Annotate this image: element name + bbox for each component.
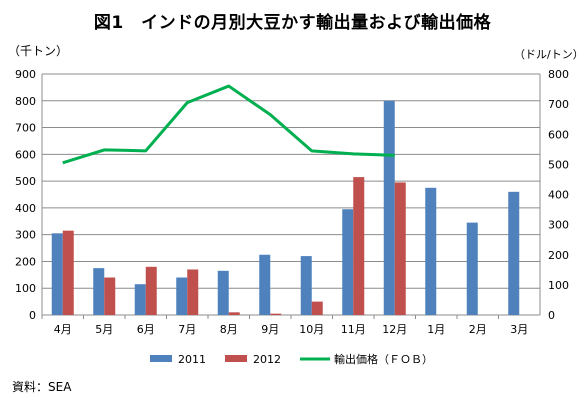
y-right-tick-label: 200 (548, 249, 569, 262)
x-tick-label: 5月 (95, 323, 113, 336)
bar-2011 (134, 284, 146, 315)
y-left-tick-label: 700 (15, 122, 36, 135)
bar-2012 (104, 277, 116, 315)
legend-label: 2012 (253, 353, 281, 366)
bar-2012 (228, 312, 240, 315)
legend-swatch (225, 355, 247, 362)
y-right-tick-label: 0 (548, 309, 555, 322)
x-tick-label: 2月 (469, 323, 487, 336)
bar-2011 (93, 268, 105, 315)
y-right-tick-label: 800 (548, 68, 569, 81)
bar-2012 (311, 301, 323, 315)
x-tick-label: 4月 (54, 323, 72, 336)
legend-label: 2011 (178, 353, 206, 366)
bar-2011 (259, 254, 271, 315)
x-tick-label: 11月 (341, 323, 366, 336)
x-tick-label: 9月 (261, 323, 279, 336)
bar-2011 (51, 233, 63, 315)
bar-2011 (383, 100, 395, 316)
bar-2011 (217, 270, 229, 315)
bar-2011 (425, 187, 437, 315)
x-tick-label: 7月 (178, 323, 196, 336)
left-axis-unit-label: （千トン） (8, 44, 69, 58)
legend-label: 輸出価格（ＦＯＢ） (334, 352, 433, 366)
bar-2011 (466, 222, 478, 315)
source-note: 資料：SEA (12, 380, 72, 394)
bar-2011 (342, 209, 354, 315)
x-tick-label: 6月 (137, 323, 155, 336)
chart-title: 図1 インドの月別大豆かす輸出量および輸出価格 (93, 13, 492, 33)
y-right-tick-label: 500 (548, 158, 569, 171)
y-right-tick-label: 400 (548, 189, 569, 202)
y-left-tick-label: 300 (15, 229, 36, 242)
bar-2012 (353, 177, 365, 315)
y-left-tick-label: 400 (15, 202, 36, 215)
x-tick-label: 8月 (220, 323, 238, 336)
x-tick-label: 10月 (299, 323, 324, 336)
y-left-tick-label: 800 (15, 95, 36, 108)
bar-2011 (508, 191, 520, 315)
x-tick-label: 3月 (510, 323, 528, 336)
y-left-tick-label: 0 (29, 309, 36, 322)
price-line (62, 84, 395, 165)
y-left-tick-label: 500 (15, 175, 36, 188)
x-tick-label: 12月 (382, 323, 407, 336)
bar-2012 (145, 266, 157, 315)
bar-2012 (62, 230, 74, 315)
bar-2012 (394, 182, 406, 315)
bar-2012 (187, 269, 199, 315)
y-left-tick-label: 100 (15, 282, 36, 295)
right-axis-unit-label: （ドル/トン） (514, 48, 584, 61)
y-right-tick-label: 700 (548, 98, 569, 111)
bar-2011 (300, 256, 312, 315)
bar-2012 (270, 313, 282, 315)
x-tick-label: 1月 (427, 323, 445, 336)
y-right-tick-label: 600 (548, 128, 569, 141)
y-left-tick-label: 600 (15, 148, 36, 161)
y-left-tick-label: 200 (15, 255, 36, 268)
bar-2011 (176, 277, 188, 315)
y-left-tick-label: 900 (15, 68, 36, 81)
y-right-tick-label: 300 (548, 219, 569, 232)
legend-swatch (150, 355, 172, 362)
y-right-tick-label: 100 (548, 279, 569, 292)
